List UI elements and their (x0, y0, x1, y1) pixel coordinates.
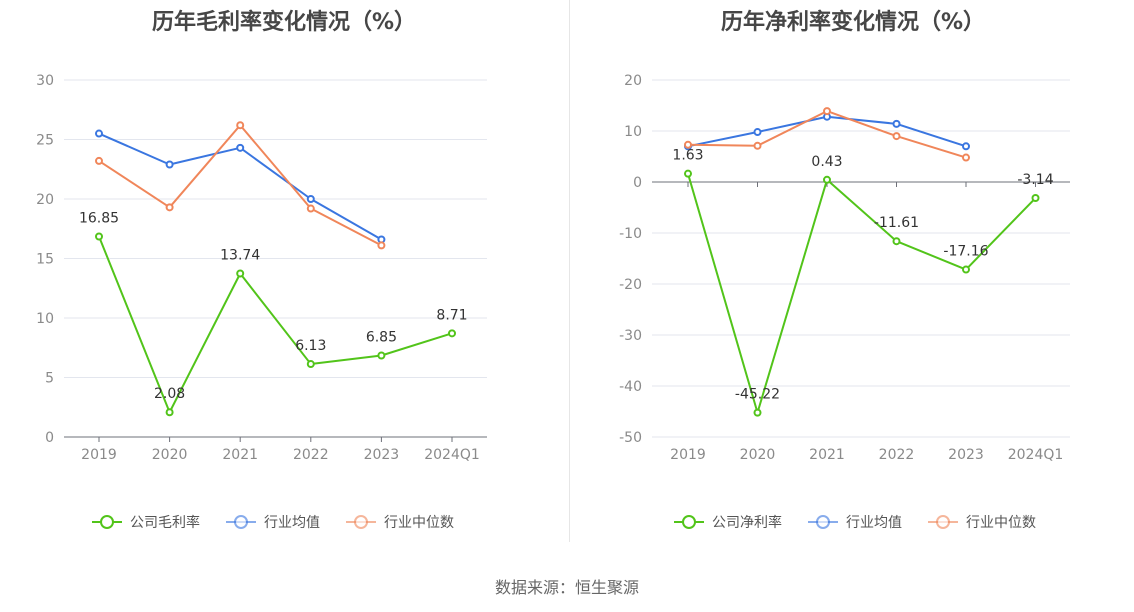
data-point (1031, 194, 1040, 203)
legend-marker (816, 515, 830, 529)
data-point (95, 232, 103, 241)
panel-divider (569, 0, 570, 542)
data-point (892, 237, 901, 246)
data-label: 13.74 (220, 247, 260, 263)
data-point (165, 203, 174, 212)
data-point (236, 121, 245, 130)
x-tick-label: 2020 (740, 447, 776, 463)
data-label: 2.08 (154, 386, 185, 402)
data-label: 1.63 (672, 148, 703, 164)
series-line (98, 124, 382, 247)
y-tick-label: -40 (619, 379, 642, 395)
legend-label: 公司净利率 (712, 514, 782, 531)
y-tick-label: 10 (624, 124, 642, 140)
y-tick-label: 30 (36, 73, 54, 89)
data-label: 8.71 (436, 307, 467, 323)
x-tick-label: 2021 (222, 447, 258, 463)
series-line (687, 115, 967, 148)
legend-marker (354, 515, 368, 529)
data-point (448, 329, 456, 338)
x-tick-label: 2024Q1 (424, 447, 480, 463)
data-point (684, 140, 692, 149)
gross-margin-chart: 历年毛利率变化情况（%） 0 5 10 15 20 25 30 2019 2020 2021 202… (0, 0, 568, 560)
legend-label: 公司毛利率 (130, 514, 200, 531)
data-point (306, 195, 315, 203)
data-point (236, 143, 245, 152)
data-point (753, 408, 762, 417)
x-tick-label: 2019 (81, 447, 117, 463)
data-point (753, 128, 762, 137)
y-tick-label: -50 (619, 430, 642, 446)
x-tick-label: 2023 (364, 447, 400, 463)
series-line (687, 173, 1037, 414)
y-tick-label: 0 (45, 430, 54, 446)
data-point (377, 351, 386, 360)
x-tick-label: 2024Q1 (1008, 447, 1064, 463)
y-tick-label: -20 (619, 277, 642, 293)
chart-title: 历年毛利率变化情况（%） (151, 10, 417, 35)
chart-title: 历年净利率变化情况（%） (720, 10, 986, 35)
y-tick-label: 0 (633, 175, 642, 191)
data-point (753, 141, 762, 150)
data-point (306, 204, 315, 213)
data-label: -45.22 (735, 387, 780, 403)
legend-marker (682, 515, 696, 529)
data-label: 0.43 (811, 154, 842, 170)
data-point (306, 360, 315, 369)
gross-margin-plot: 0 5 10 15 20 25 30 2019 2020 2021 2022 2023 2024Q1 16… (36, 73, 487, 531)
legend-label: 行业中位数 (384, 515, 454, 531)
data-label: -3.14 (1017, 172, 1053, 188)
x-tick-label: 2020 (152, 447, 188, 463)
data-point (962, 142, 970, 151)
data-point (95, 129, 103, 138)
data-label: 6.85 (366, 329, 397, 345)
y-tick-label: 20 (624, 73, 642, 89)
data-label: 6.13 (295, 338, 326, 354)
data-label: 16.85 (79, 210, 119, 226)
x-tick-label: 2019 (670, 447, 706, 463)
y-tick-label: 20 (36, 192, 54, 208)
data-point (684, 169, 692, 178)
data-point (892, 132, 901, 141)
y-tick-label: 25 (36, 133, 54, 149)
data-point (962, 153, 970, 162)
y-tick-label: 15 (36, 252, 54, 268)
x-tick-label: 2022 (879, 447, 915, 463)
data-point (962, 265, 970, 274)
data-point (377, 241, 386, 250)
y-tick-label: -10 (619, 226, 642, 242)
data-point (892, 119, 901, 128)
legend-marker (100, 515, 114, 529)
y-tick-label: 10 (36, 311, 54, 327)
series-line (98, 236, 453, 414)
data-label: -17.16 (943, 244, 988, 260)
data-point (823, 107, 831, 116)
legend-label: 行业均值 (846, 515, 902, 531)
data-label: -11.61 (874, 215, 919, 231)
data-point (236, 269, 245, 278)
data-point (823, 175, 831, 184)
data-point (165, 408, 174, 417)
y-tick-label: 5 (45, 371, 54, 387)
data-point (165, 160, 174, 169)
legend-marker (936, 515, 950, 529)
legend-label: 行业中位数 (966, 515, 1036, 531)
legend-marker (234, 515, 248, 529)
data-point (95, 156, 103, 165)
x-tick-label: 2022 (293, 447, 329, 463)
legend-label: 行业均值 (264, 515, 320, 531)
net-margin-chart: 历年净利率变化情况（%） -50 -40 -30 -20 -10 0 10 20 2019 202… (572, 0, 1134, 560)
x-tick-label: 2023 (948, 447, 984, 463)
data-source-note: 数据来源：恒生聚源 (494, 578, 639, 597)
y-tick-label: -30 (619, 328, 642, 344)
net-margin-plot: -50 -40 -30 -20 -10 0 10 20 2019 2020 2021 2022 2023… (619, 73, 1070, 531)
x-tick-label: 2021 (809, 447, 845, 463)
